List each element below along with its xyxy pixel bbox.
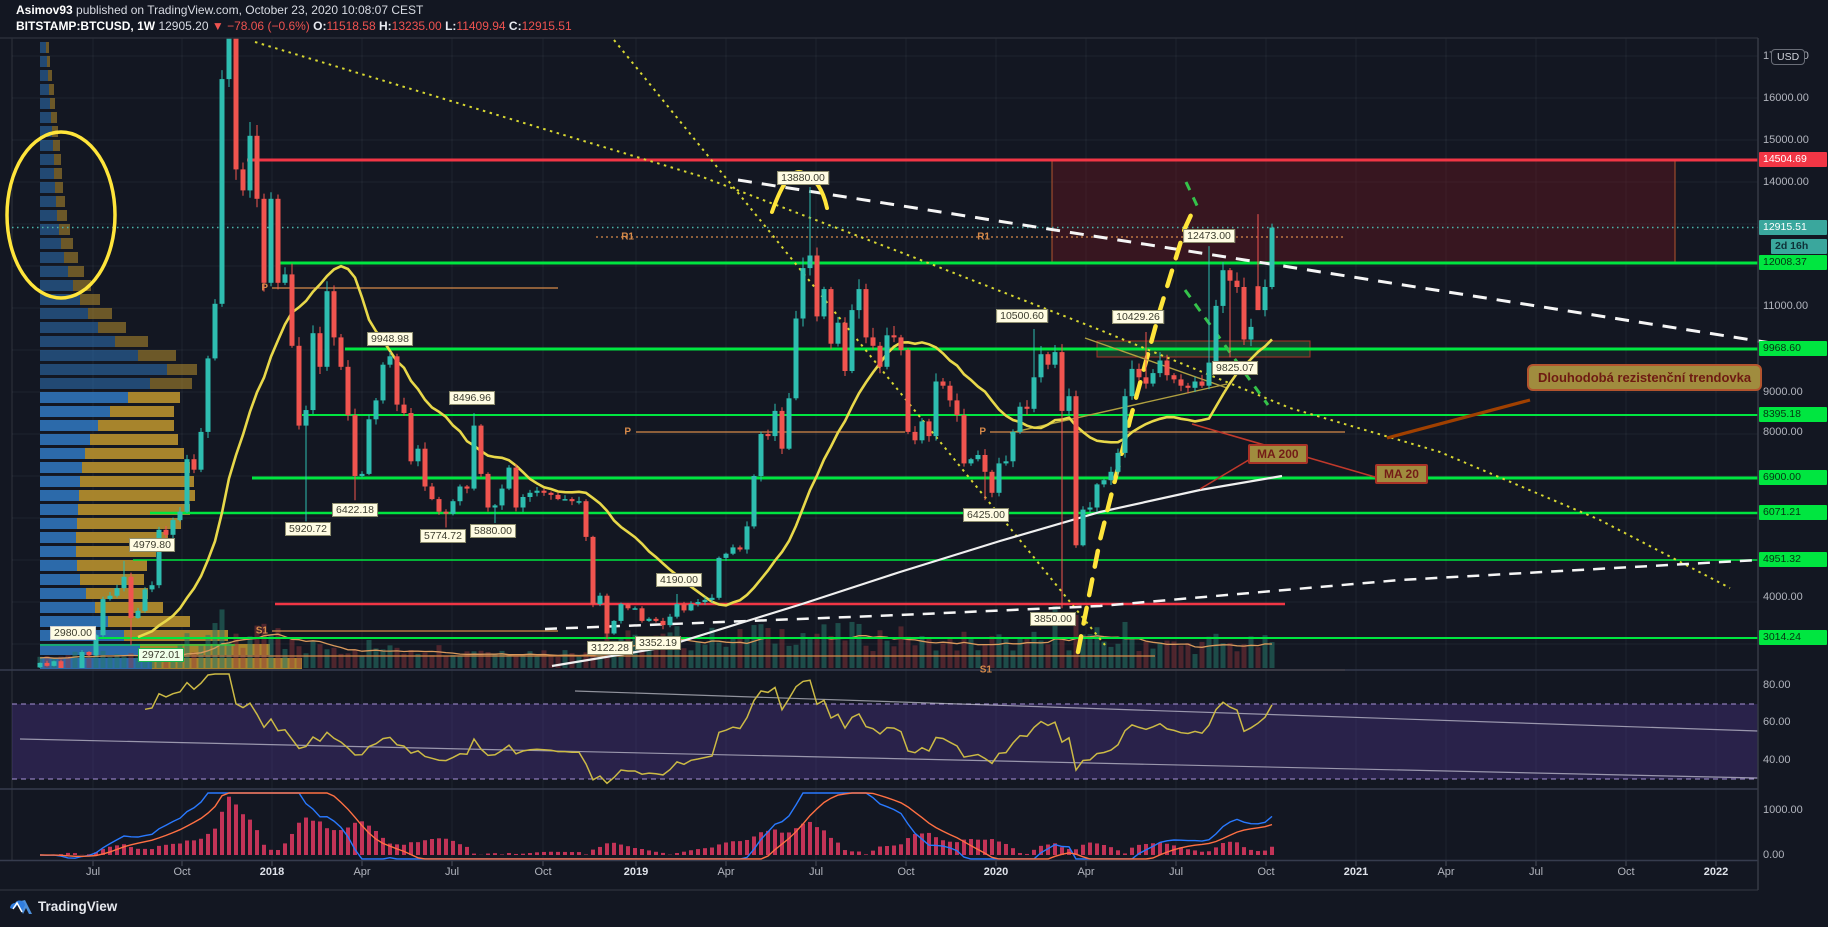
time-axis-label[interactable]: Jul [85,866,101,878]
tradingview-watermark[interactable]: TradingView [10,897,117,915]
time-axis-label[interactable]: Oct [534,866,552,878]
open-value: 11518.58 [326,19,376,33]
price-flag-label: 2972.01 [138,648,184,662]
price-flag-label: 5880.00 [470,524,516,538]
time-axis-label[interactable]: Oct [1257,866,1275,878]
time-axis-label[interactable]: Jul [808,866,824,878]
price-flag-label: 6422.18 [332,503,378,517]
pivot-r1-label: R1 [621,231,634,243]
price-flag-label: 5920.72 [285,522,331,536]
pivot-r1-label: R1 [977,231,990,243]
price-flag-label: 10500.60 [996,309,1048,323]
level-price: 3014.24 [1759,630,1827,645]
price-flag-label: 9948.98 [367,332,413,346]
price-flag-label: 12473.00 [1183,229,1235,243]
author-name: Asimov93 [16,3,73,17]
price-flag-label: 3850.00 [1030,612,1076,626]
pivot-p-label: P [979,426,986,438]
price-axis-tick[interactable]: 11000.00 [1763,300,1809,312]
level-price: 6071.21 [1759,505,1827,520]
price-change: ▼ −78.06 (−0.6%) [211,19,310,33]
time-axis-label[interactable]: 2021 [1343,866,1369,878]
time-axis-label[interactable]: 2022 [1703,866,1729,878]
publish-info: Asimov93 published on TradingView.com, O… [16,3,424,17]
level-price: 4951.32 [1759,552,1827,567]
price-flag-label: 2980.00 [50,626,96,640]
bar-countdown: 2d 16h [1771,239,1827,254]
currency-toggle-button[interactable]: USD [1771,49,1806,65]
time-axis-label[interactable]: Apr [1077,866,1095,878]
low-value: 11409.94 [456,19,506,33]
rsi-axis-tick[interactable]: 60.00 [1763,716,1791,728]
symbol-info-row: BITSTAMP:BTCUSD, 1W 12905.20 ▼ −78.06 (−… [16,19,572,33]
price-flag-label: 3122.28 [587,641,633,655]
price-axis-tick[interactable]: 16000.00 [1763,92,1809,104]
level-price: 12008.37 [1759,255,1827,270]
time-axis-label[interactable]: Apr [353,866,371,878]
macd-axis-tick[interactable]: 0.00 [1763,849,1785,861]
macd-axis-tick[interactable]: 1000.00 [1763,804,1803,816]
pivot-p-label: P [624,426,631,438]
time-axis-label[interactable]: 2018 [259,866,285,878]
level-price: 8395.18 [1759,407,1827,422]
price-flag-label: 10429.26 [1112,310,1164,324]
last-price: 12905.20 [158,19,209,33]
time-axis-label[interactable]: Apr [1437,866,1455,878]
time-axis-label[interactable]: Jul [444,866,460,878]
price-flag-label: 3352.19 [635,636,681,650]
symbol-name: BITSTAMP:BTCUSD, 1W [16,19,156,33]
time-axis-label[interactable]: Jul [1528,866,1544,878]
tradingview-logo-icon [10,900,32,914]
price-flag-label: 5774.72 [420,529,466,543]
pivot-s1-label: S1 [979,664,992,676]
price-axis-tick[interactable]: 8000.00 [1763,426,1803,438]
high-value: 13235.00 [391,19,442,33]
level-price: 9968.60 [1759,341,1827,356]
ma200-label[interactable]: MA 200 [1248,444,1308,464]
time-axis-label[interactable]: 2019 [623,866,649,878]
price-axis-tick[interactable]: 4000.00 [1763,591,1803,603]
price-flag-label: 13880.00 [777,171,829,185]
rsi-axis-tick[interactable]: 80.00 [1763,679,1791,691]
time-axis-label[interactable]: Oct [1617,866,1635,878]
price-axis-tick[interactable]: 9000.00 [1763,386,1803,398]
price-axis-tick[interactable]: 15000.00 [1763,134,1809,146]
time-axis-label[interactable]: Apr [717,866,735,878]
time-axis-label[interactable]: Oct [897,866,915,878]
price-axis-tick[interactable]: 14000.00 [1763,176,1809,188]
pivot-s1-label: S1 [255,625,268,637]
level-price: 6900.00 [1759,470,1827,485]
time-axis-label[interactable]: 2020 [983,866,1009,878]
price-flag-label: 6425.00 [963,508,1009,522]
close-value: 12915.51 [521,19,572,33]
price-flag-label: 4190.00 [656,573,702,587]
rsi-axis-tick[interactable]: 40.00 [1763,754,1791,766]
pivot-p-label: P [261,282,268,294]
resistance-trendline-callout[interactable]: Dlouhodobá rezistenční trendovka [1527,364,1763,391]
price-flag-label: 8496.96 [449,391,495,405]
price-flag-label: 4979.80 [129,538,175,552]
alert-price-red: 14504.69 [1759,152,1827,167]
ma20-label[interactable]: MA 20 [1375,464,1428,484]
time-axis-label[interactable]: Jul [1168,866,1184,878]
tradingview-logo-text: TradingView [38,898,118,914]
price-flag-label: 9825.07 [1212,361,1258,375]
time-axis-label[interactable]: Oct [173,866,191,878]
current-price: 12915.51 [1759,220,1827,235]
